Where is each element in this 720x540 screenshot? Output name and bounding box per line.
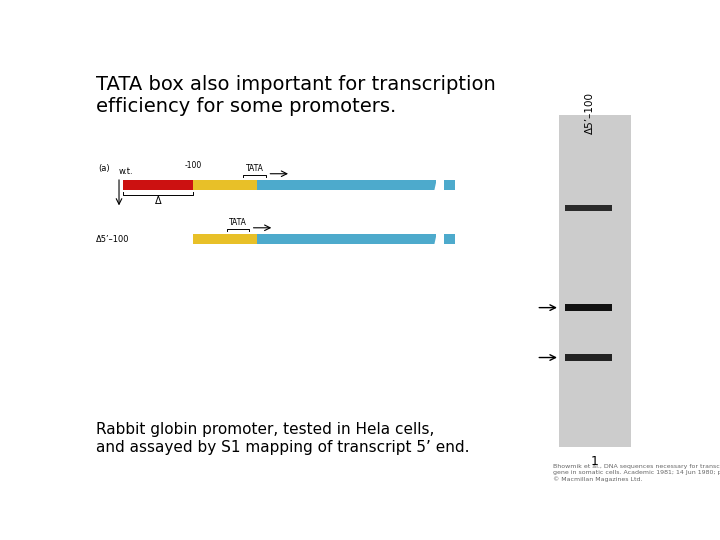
Bar	[258, 180, 436, 190]
Bar	[444, 234, 456, 244]
Bar	[258, 234, 436, 244]
Text: 1: 1	[591, 455, 599, 468]
Bar	[564, 304, 612, 312]
Bar	[444, 180, 456, 190]
Text: Bhowmik et al., DNA sequences necessary for transcription of the rabbit beta-glo: Bhowmik et al., DNA sequences necessary …	[553, 464, 720, 482]
Bar	[193, 180, 258, 190]
Bar	[559, 114, 631, 447]
Bar	[564, 354, 612, 361]
Bar	[564, 205, 612, 211]
Text: (a): (a)	[99, 164, 110, 173]
Text: Δ5’–100: Δ5’–100	[96, 234, 129, 244]
Text: w.t.: w.t.	[119, 167, 134, 176]
Text: TATA: TATA	[246, 164, 264, 173]
Text: Δ5’–100: Δ5’–100	[585, 92, 595, 133]
Text: TATA box also important for transcription
efficiency for some promoters.: TATA box also important for transcriptio…	[96, 75, 495, 116]
Text: Rabbit globin promoter, tested in Hela cells,
and assayed by S1 mapping of trans: Rabbit globin promoter, tested in Hela c…	[96, 422, 469, 455]
Bar	[193, 234, 258, 244]
Bar	[124, 180, 193, 190]
Text: TATA: TATA	[229, 218, 247, 227]
Text: Δ: Δ	[155, 196, 161, 206]
Text: -100: -100	[184, 161, 202, 170]
